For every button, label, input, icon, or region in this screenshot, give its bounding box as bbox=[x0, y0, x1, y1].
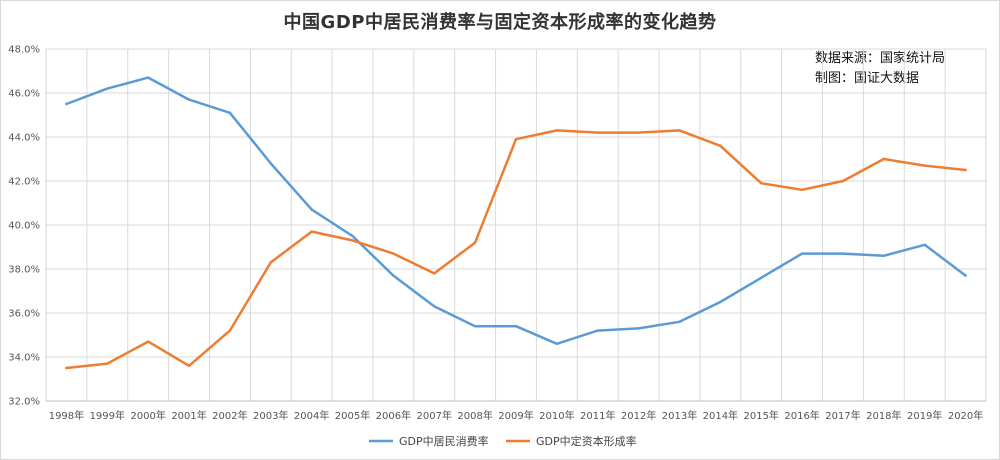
data-point bbox=[228, 329, 232, 332]
x-tick-label: 2012年 bbox=[621, 409, 656, 422]
data-point bbox=[841, 179, 845, 183]
data-point bbox=[637, 131, 640, 134]
legend-label: GDP中定资本形成率 bbox=[536, 434, 637, 448]
x-tick-label: 2006年 bbox=[376, 409, 411, 422]
data-point bbox=[433, 272, 436, 275]
x-tick-label: 2013年 bbox=[662, 409, 697, 422]
capital-formation-line bbox=[65, 129, 967, 370]
data-point bbox=[269, 162, 272, 165]
y-tick-label: 36.0% bbox=[8, 309, 40, 320]
data-point bbox=[596, 329, 599, 332]
data-point bbox=[228, 111, 232, 115]
data-point bbox=[146, 340, 150, 343]
data-source-text: 数据来源：国家统计局 bbox=[815, 51, 946, 66]
x-tick-label: 2011年 bbox=[580, 409, 615, 422]
x-tick-label: 1999年 bbox=[90, 409, 125, 422]
data-point bbox=[187, 364, 191, 367]
source-annotation: 数据来源：国家统计局 制图：国证大数据 bbox=[815, 49, 945, 89]
x-tick-label: 2020年 bbox=[948, 409, 983, 422]
consumption-rate-line bbox=[65, 76, 967, 346]
data-point bbox=[146, 76, 150, 79]
data-point bbox=[719, 144, 722, 147]
x-tick-label: 2009年 bbox=[498, 409, 533, 422]
x-tick-label: 2019年 bbox=[907, 409, 942, 422]
x-tick-label: 2015年 bbox=[743, 409, 778, 422]
data-point bbox=[351, 234, 354, 238]
data-point bbox=[433, 305, 436, 308]
y-tick-label: 44.0% bbox=[8, 133, 40, 144]
data-point bbox=[841, 252, 845, 255]
data-point bbox=[514, 325, 518, 328]
chart-title: 中国GDP中居民消费率与固定资本形成率的变化趋势 bbox=[283, 12, 717, 33]
data-point bbox=[800, 252, 804, 255]
data-point bbox=[555, 342, 559, 345]
series-lines bbox=[65, 76, 967, 370]
y-tick-label: 46.0% bbox=[8, 89, 40, 100]
x-tick-label: 2001年 bbox=[171, 409, 206, 422]
y-tick-label: 48.0% bbox=[8, 45, 40, 56]
x-tick-label: 2016年 bbox=[784, 409, 819, 422]
x-tick-label: 2008年 bbox=[457, 409, 492, 422]
data-point bbox=[882, 157, 886, 161]
x-tick-label: 2018年 bbox=[866, 409, 901, 422]
y-tick-label: 38.0% bbox=[8, 265, 40, 276]
x-tick-label: 2007年 bbox=[417, 409, 452, 422]
chart-credit-text: 制图：国证大数据 bbox=[815, 71, 920, 86]
x-tick-label: 2017年 bbox=[825, 409, 860, 422]
gridlines bbox=[45, 48, 987, 402]
data-point bbox=[514, 138, 518, 141]
data-point bbox=[269, 261, 272, 264]
y-tick-label: 40.0% bbox=[8, 221, 40, 232]
data-point bbox=[65, 102, 68, 106]
legend-label: GDP中居民消费率 bbox=[399, 434, 489, 448]
data-point bbox=[882, 254, 886, 257]
x-tick-label: 2010年 bbox=[539, 409, 574, 422]
data-point bbox=[760, 182, 763, 185]
x-tick-label: 2002年 bbox=[212, 409, 247, 422]
data-point bbox=[392, 274, 395, 277]
data-point bbox=[351, 239, 354, 242]
data-point bbox=[923, 243, 926, 246]
data-point bbox=[637, 327, 640, 330]
x-tick-label: 1998年 bbox=[49, 409, 84, 422]
data-point bbox=[964, 274, 967, 277]
data-point bbox=[555, 129, 559, 132]
data-point bbox=[106, 87, 109, 90]
data-point bbox=[65, 366, 68, 370]
y-tick-label: 34.0% bbox=[8, 353, 40, 364]
x-tick-label: 2003年 bbox=[253, 409, 288, 422]
data-point bbox=[392, 252, 395, 255]
data-point bbox=[310, 230, 313, 233]
data-point bbox=[678, 320, 681, 323]
data-point bbox=[760, 276, 763, 279]
axes: 32.0% 34.0% 36.0% 38.0% 40.0% 42.0% 44.0% 46.0%… bbox=[8, 45, 986, 422]
x-tick-label: 2000年 bbox=[130, 409, 165, 422]
x-tick-label: 2005年 bbox=[335, 409, 370, 422]
data-point bbox=[800, 188, 804, 191]
data-point bbox=[187, 98, 191, 101]
x-tick-label: 2004年 bbox=[294, 409, 329, 422]
data-point bbox=[106, 362, 109, 365]
data-point bbox=[719, 300, 722, 304]
data-point bbox=[473, 241, 477, 244]
legend: GDP中居民消费率 GDP中定资本形成率 bbox=[369, 434, 637, 448]
x-tick-label: 2014年 bbox=[703, 409, 738, 422]
data-point bbox=[473, 325, 477, 328]
data-point bbox=[310, 208, 313, 211]
data-point bbox=[964, 168, 967, 172]
data-point bbox=[678, 129, 681, 132]
data-point bbox=[596, 131, 599, 134]
y-tick-label: 32.0% bbox=[8, 397, 40, 408]
y-tick-label: 42.0% bbox=[8, 177, 40, 188]
data-point bbox=[923, 164, 926, 167]
